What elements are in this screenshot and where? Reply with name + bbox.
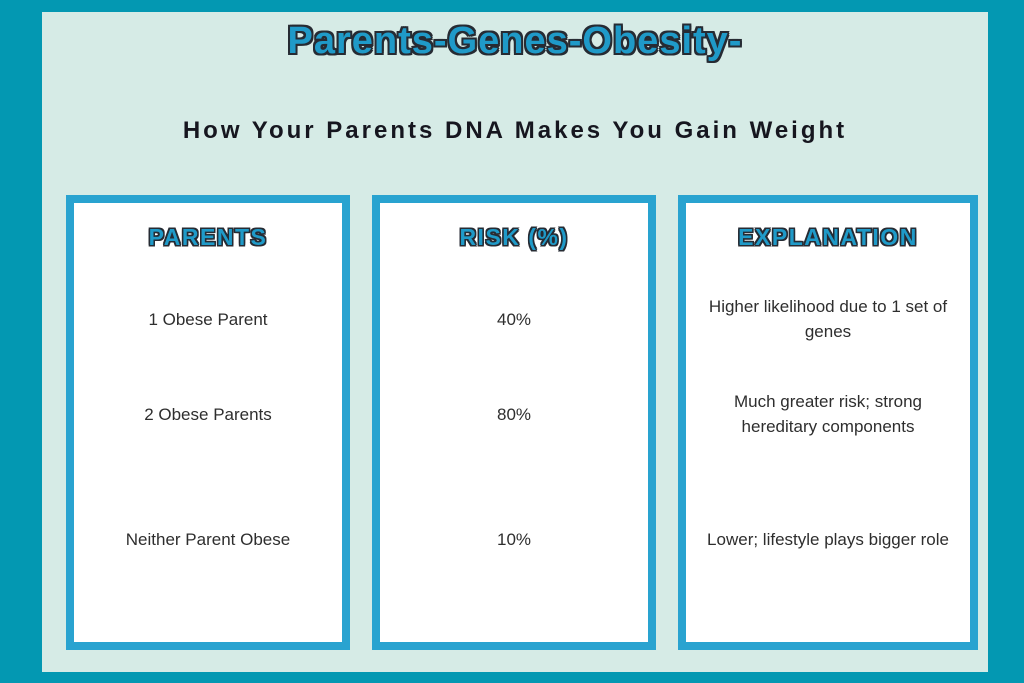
page-subtitle: How Your Parents DNA Makes You Gain Weig… [182,117,848,144]
column-card-parents: PARENTS 1 Obese Parent 2 Obese Parents N… [66,195,350,650]
cell-risk-row2: 80% [496,404,532,424]
cell-risk-row3: 10% [496,529,532,549]
column-card-risk: RISK (%) 40% 80% 10% [372,195,656,650]
column-header-parents: PARENTS [148,223,268,250]
cell-explanation-row2: Much greater risk; strong hereditary com… [733,392,922,436]
cell-parents-row2: 2 Obese Parents [144,404,272,424]
column-header-explanation: EXPLANATION [738,223,918,250]
cell-risk-row1: 40% [496,309,532,329]
column-header-risk: RISK (%) [459,223,569,250]
column-card-explanation: EXPLANATION Higher likelihood due to 1 s… [678,195,978,650]
page-title: Parents-Genes-Obesity- [287,20,743,62]
infographic-frame: Parents-Genes-Obesity- How Your Parents … [42,12,988,672]
cell-parents-row1: 1 Obese Parent [148,309,268,329]
cell-explanation-row3: Lower; lifestyle plays bigger role [707,529,949,549]
cell-explanation-row1: Higher likelihood due to 1 set of genes [708,297,948,341]
cell-parents-row3: Neither Parent Obese [125,529,291,549]
